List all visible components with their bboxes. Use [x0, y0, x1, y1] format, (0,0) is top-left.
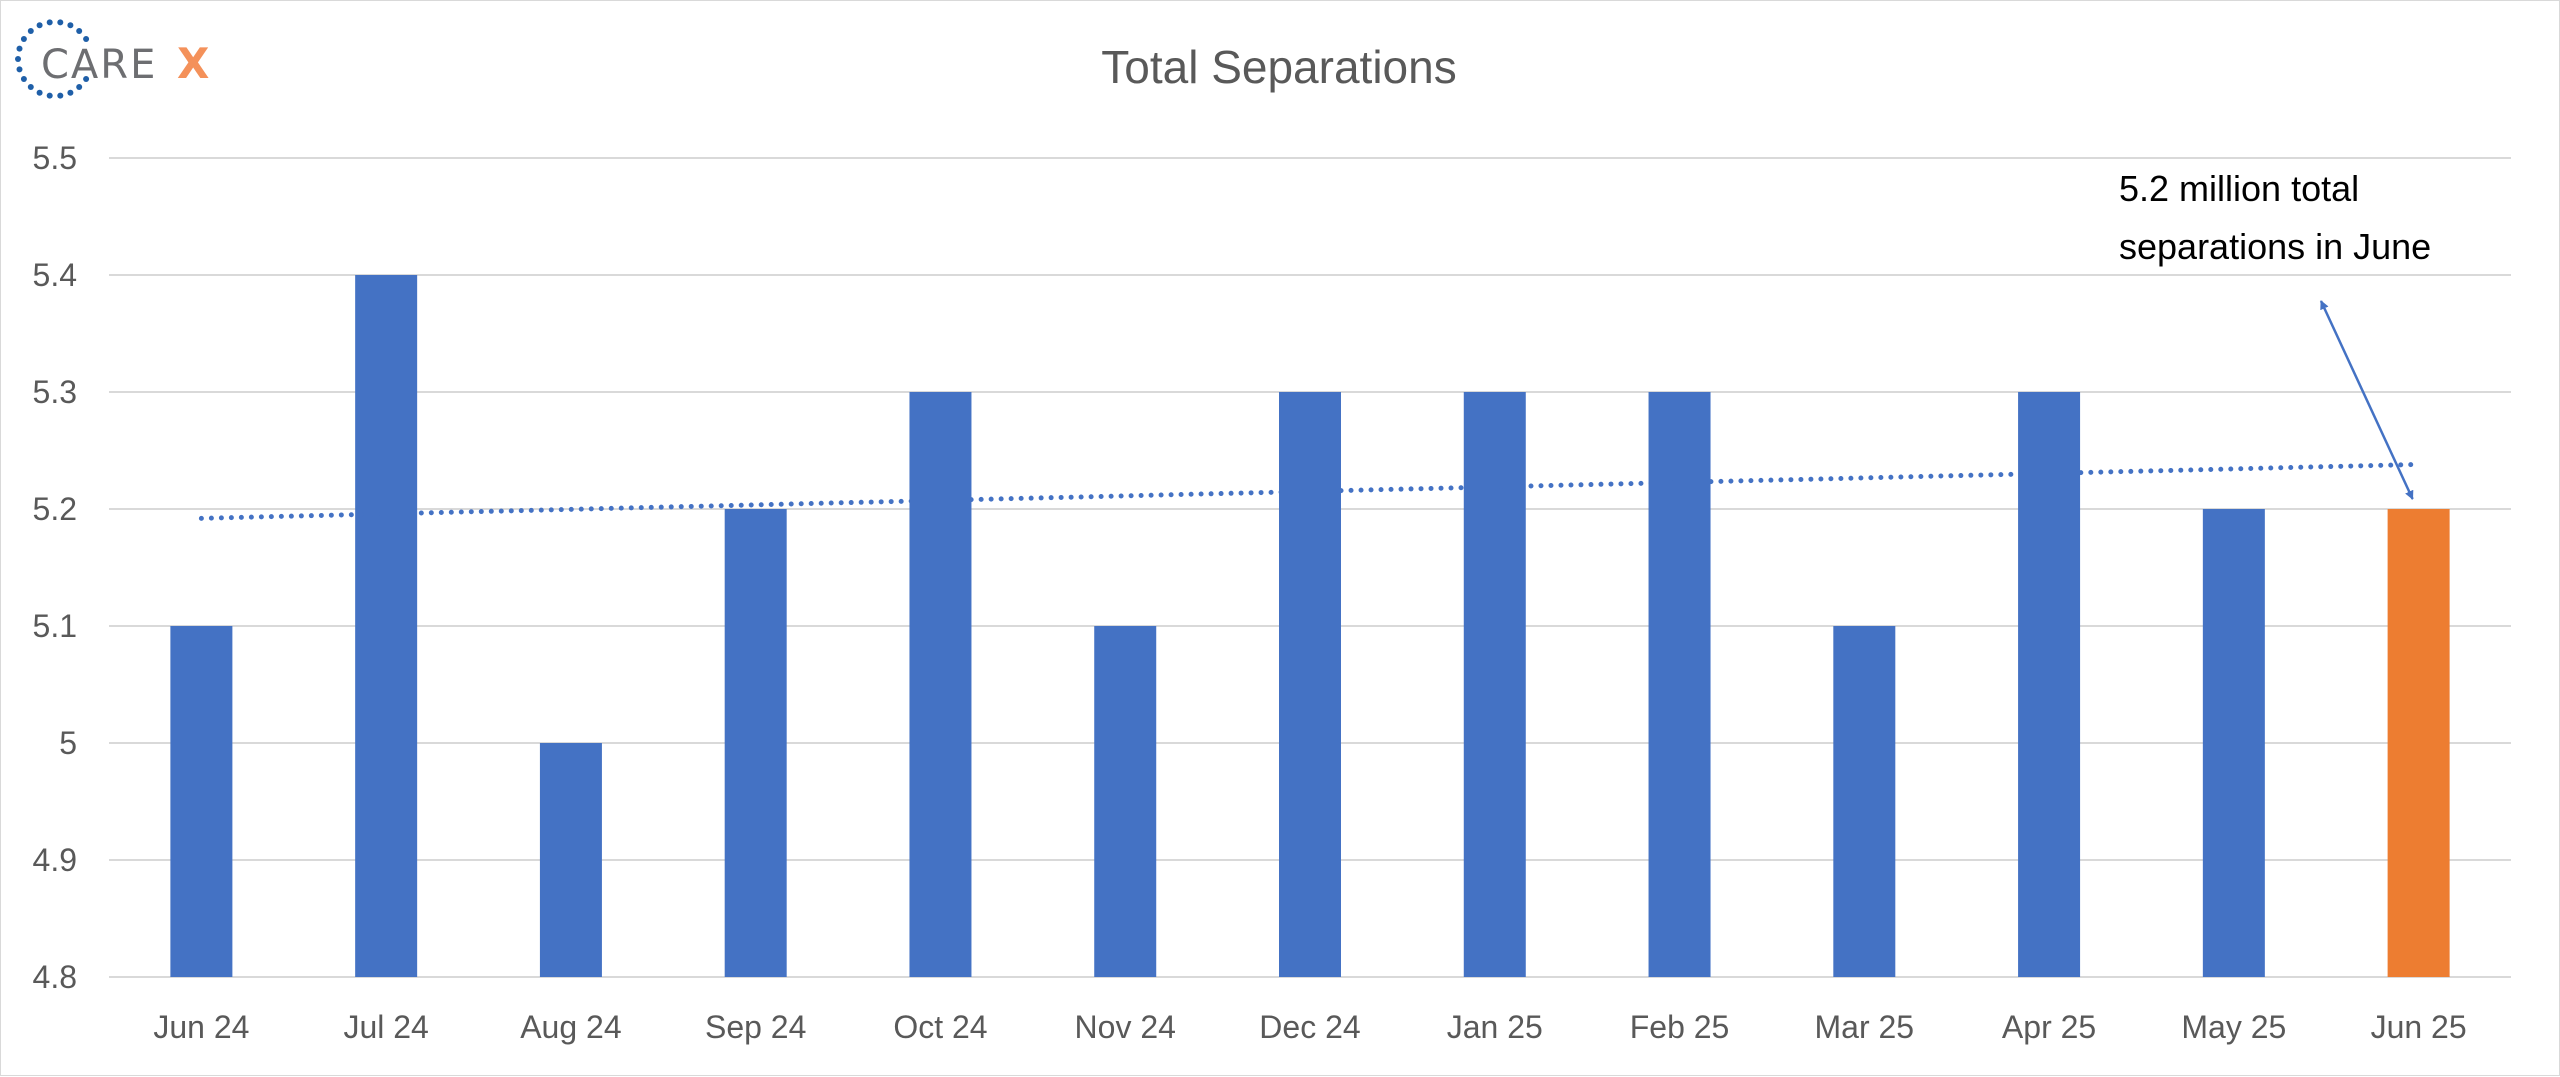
x-tick-label: Dec 24 [1259, 1009, 1360, 1045]
y-tick-label: 4.9 [33, 842, 77, 878]
logo-dot [15, 56, 21, 62]
x-tick-label: Feb 25 [1630, 1009, 1730, 1045]
logo-dot [83, 36, 90, 42]
logo-dot [36, 89, 43, 96]
y-axis-ticks: 4.8 4.9 5 5.1 5.2 5.3 5.4 5.5 [33, 140, 77, 995]
bar [2202, 509, 2265, 977]
x-tick-label: Oct 24 [893, 1009, 987, 1045]
x-tick-label: Jul 24 [343, 1009, 428, 1045]
bar [724, 509, 787, 977]
y-tick-label: 5 [59, 725, 77, 761]
bar [1648, 392, 1711, 977]
logo-dot [27, 84, 34, 90]
bar-series [170, 275, 2450, 977]
x-tick-label: Nov 24 [1075, 1009, 1176, 1045]
x-axis-ticks: Jun 24 Jul 24 Aug 24 Sep 24 Oct 24 Nov 24 Dec … [153, 1009, 2466, 1045]
annotation-arrow [2319, 300, 2414, 500]
y-tick-label: 5.5 [33, 140, 77, 176]
bar [1463, 392, 1526, 977]
bar [1833, 626, 1896, 977]
bar [539, 743, 602, 977]
bar [2018, 392, 2081, 977]
x-tick-label: Apr 25 [2002, 1009, 2096, 1045]
logo-dot [76, 28, 83, 34]
bar [909, 392, 972, 977]
logo-dot [46, 19, 53, 26]
logo-dot [16, 45, 23, 52]
logo-dot [36, 22, 43, 29]
x-tick-label: Sep 24 [705, 1009, 806, 1045]
x-tick-label: Aug 24 [520, 1009, 621, 1045]
logo-dot [16, 66, 23, 73]
bar [2387, 509, 2450, 977]
x-tick-label: May 25 [2181, 1009, 2286, 1045]
logo-dot-ring [15, 19, 90, 99]
logo-dot [46, 92, 53, 99]
bar [355, 275, 418, 977]
y-tick-label: 5.3 [33, 374, 77, 410]
logo-dot [83, 76, 90, 82]
logo-dot [57, 19, 64, 26]
x-tick-label: Mar 25 [1815, 1009, 1915, 1045]
logo-dot [20, 76, 27, 82]
carex-logo: CARE X [15, 19, 209, 99]
chart-title: Total Separations [1101, 41, 1456, 93]
logo-dot [27, 28, 34, 34]
annotation-line-1: 5.2 million total [2119, 168, 2359, 209]
annotation-line-2: separations in June [2119, 226, 2431, 267]
logo-dot [20, 36, 27, 42]
x-tick-label: Jun 24 [153, 1009, 249, 1045]
trendline-group [198, 462, 2417, 521]
x-tick-label: Jan 25 [1447, 1009, 1543, 1045]
annotation: 5.2 million total separations in June [2119, 168, 2431, 500]
trendline [198, 462, 2417, 521]
bar [1279, 392, 1341, 977]
logo-accent-letter: X [177, 39, 209, 88]
logo-dot [76, 84, 83, 90]
bar [170, 626, 233, 977]
logo-wordmark: CARE [41, 42, 157, 88]
logo-dot [57, 92, 64, 99]
y-tick-label: 4.8 [33, 959, 77, 995]
x-tick-label: Jun 25 [2371, 1009, 2467, 1045]
logo-dot [67, 89, 74, 96]
y-tick-label: 5.1 [33, 608, 77, 644]
y-tick-label: 5.4 [33, 257, 77, 293]
y-tick-label: 5.2 [33, 491, 77, 527]
logo-dot [67, 22, 74, 29]
bar [1094, 626, 1157, 977]
